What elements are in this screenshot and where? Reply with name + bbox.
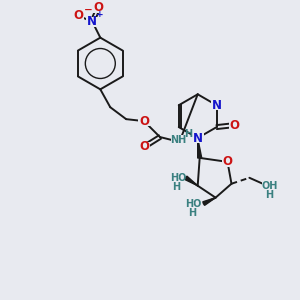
Text: N: N [87, 15, 98, 28]
Bar [86, 17, 98, 27]
Text: H: H [188, 208, 196, 218]
Text: H: H [184, 129, 192, 139]
Bar [73, 11, 84, 21]
Text: H: H [172, 182, 180, 192]
Text: H: H [265, 190, 273, 200]
Polygon shape [185, 176, 198, 186]
Text: O: O [93, 1, 103, 14]
Text: HO: HO [185, 199, 202, 208]
Text: OH: OH [261, 181, 278, 191]
Bar [211, 100, 223, 110]
Polygon shape [203, 198, 216, 206]
Polygon shape [198, 138, 202, 158]
Text: O: O [139, 115, 149, 128]
Bar [229, 120, 241, 130]
Text: O: O [230, 118, 239, 132]
Bar [187, 199, 201, 208]
Bar [171, 173, 185, 183]
Bar [221, 157, 233, 167]
Text: O: O [74, 9, 83, 22]
Text: +: + [96, 10, 104, 19]
Text: N: N [193, 131, 203, 145]
Text: O: O [223, 155, 232, 168]
Text: O: O [139, 140, 149, 154]
Text: HO: HO [169, 173, 186, 183]
Bar [138, 142, 150, 152]
Bar [92, 3, 104, 13]
Bar [192, 133, 204, 143]
Text: N: N [212, 99, 222, 112]
Text: NH: NH [170, 135, 186, 145]
Bar [171, 135, 185, 145]
Text: −: − [83, 5, 92, 15]
Bar [262, 181, 276, 191]
Bar [138, 116, 150, 126]
